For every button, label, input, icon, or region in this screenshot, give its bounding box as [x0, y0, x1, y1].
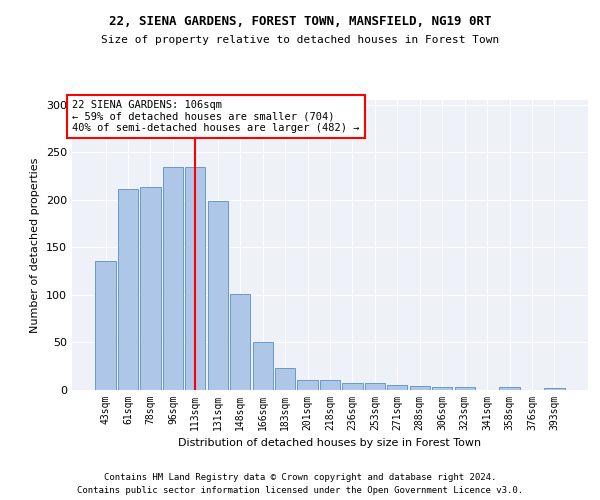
- Bar: [118, 190, 138, 390]
- Bar: [185, 166, 205, 390]
- Bar: [140, 188, 161, 390]
- Bar: [230, 294, 250, 390]
- Y-axis label: Number of detached properties: Number of detached properties: [31, 158, 40, 332]
- Bar: [163, 166, 183, 390]
- Bar: [343, 384, 362, 390]
- Bar: [365, 384, 385, 390]
- Bar: [387, 385, 407, 390]
- Bar: [410, 386, 430, 390]
- Bar: [95, 260, 116, 390]
- Bar: [253, 342, 273, 390]
- Text: 22, SIENA GARDENS, FOREST TOWN, MANSFIELD, NG19 0RT: 22, SIENA GARDENS, FOREST TOWN, MANSFIEL…: [109, 15, 491, 28]
- Bar: [320, 380, 340, 390]
- Text: 22 SIENA GARDENS: 106sqm
← 59% of detached houses are smaller (704)
40% of semi-: 22 SIENA GARDENS: 106sqm ← 59% of detach…: [72, 100, 359, 133]
- Text: Contains public sector information licensed under the Open Government Licence v3: Contains public sector information licen…: [77, 486, 523, 495]
- Text: Size of property relative to detached houses in Forest Town: Size of property relative to detached ho…: [101, 35, 499, 45]
- Text: Contains HM Land Registry data © Crown copyright and database right 2024.: Contains HM Land Registry data © Crown c…: [104, 474, 496, 482]
- Bar: [455, 387, 475, 390]
- Bar: [275, 368, 295, 390]
- Bar: [208, 201, 228, 390]
- Bar: [544, 388, 565, 390]
- Bar: [298, 380, 317, 390]
- Bar: [499, 387, 520, 390]
- Bar: [432, 387, 452, 390]
- X-axis label: Distribution of detached houses by size in Forest Town: Distribution of detached houses by size …: [178, 438, 482, 448]
